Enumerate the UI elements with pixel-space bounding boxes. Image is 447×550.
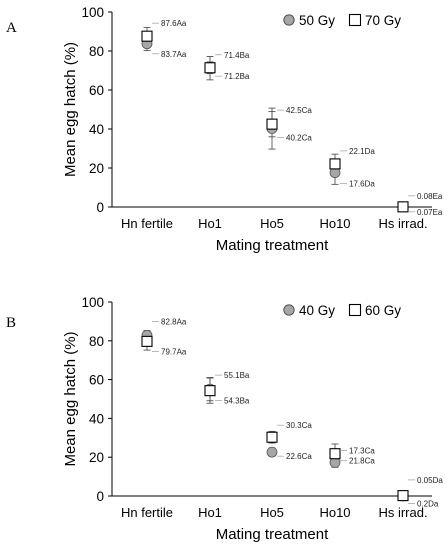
data-point-square [329, 448, 341, 460]
y-tick-label: 60 [89, 83, 104, 98]
legend-label: 60 Gy [365, 303, 401, 318]
x-tick-label: Ho1 [198, 505, 222, 520]
data-label: 42.5Ca [286, 106, 312, 115]
x-tick-label: Hn fertile [121, 505, 173, 520]
data-label: 71.2Ba [224, 72, 250, 81]
data-label: 71.4Ba [224, 51, 250, 60]
x-axis-title: Mating treatment [216, 237, 329, 254]
chart-panel-a: A 0 20 40 60 80 100 Hn fertile Ho1 Ho5 Ho10 Hs irra… [6, 5, 443, 254]
data-label: 83.7Aa [161, 50, 187, 59]
legend-label: 50 Gy [299, 13, 335, 28]
data-label: 17.3Ca [349, 446, 375, 455]
x-tick-label: Ho1 [198, 216, 222, 231]
data-label: 0.08Ea [417, 192, 443, 201]
y-tick-label: 40 [89, 122, 104, 137]
data-point-square [266, 431, 278, 443]
x-axis-title: Mating treatment [216, 526, 329, 543]
data-point-square [141, 30, 153, 42]
legend-square-marker [348, 13, 362, 27]
data-label: 87.6Aa [161, 19, 187, 28]
y-tick-label: 20 [89, 161, 104, 176]
legend: 50 Gy 70 Gy [283, 13, 401, 28]
y-tick-label: 100 [81, 295, 104, 310]
data-point-square [397, 490, 409, 502]
panel-letter: B [6, 315, 16, 331]
data-label: 54.3Ba [224, 397, 250, 406]
chart-panel-b: B 0 20 40 60 80 100 Hn fertile Ho1 Ho5 Ho10 Hs irra… [6, 295, 443, 543]
data-label: 0.07Ea [417, 208, 443, 217]
x-tick-label: Hs irrad. [378, 216, 427, 231]
data-point-square [329, 158, 341, 170]
y-tick-label: 60 [89, 373, 104, 388]
data-label: 82.8Aa [161, 317, 187, 326]
y-tick-label: 20 [89, 450, 104, 465]
data-label: 40.2Ca [286, 134, 312, 143]
x-tick-label: Ho5 [260, 216, 284, 231]
y-axis-title: Mean egg hatch (%) [62, 331, 79, 466]
x-tick-label: Ho10 [319, 216, 350, 231]
data-point-circle [266, 446, 278, 458]
y-tick-label: 0 [96, 489, 104, 504]
data-label: 0.2Da [417, 500, 439, 509]
data-label: 22.6Ca [286, 452, 312, 461]
data-point-square [141, 335, 153, 347]
legend-label: 40 Gy [299, 303, 335, 318]
data-label: 22.1Da [349, 147, 375, 156]
y-axis-title: Mean egg hatch (%) [62, 42, 79, 177]
data-point-square [204, 62, 216, 74]
x-tick-label: Hs irrad. [378, 505, 427, 520]
data-label: 0.05Da [417, 476, 443, 485]
legend-square-marker [348, 303, 362, 317]
x-tick-label: Hn fertile [121, 216, 173, 231]
legend-circle-marker [283, 304, 295, 316]
y-tick-label: 40 [89, 411, 104, 426]
legend-circle-marker [283, 14, 295, 26]
x-tick-label: Ho5 [260, 505, 284, 520]
data-point-square [397, 201, 409, 213]
y-tick-label: 80 [89, 334, 104, 349]
panel-letter: A [6, 20, 17, 36]
y-tick-label: 100 [81, 5, 104, 20]
data-label: 79.7Aa [161, 347, 187, 356]
y-tick-label: 0 [96, 200, 104, 215]
y-tick-label: 80 [89, 44, 104, 59]
legend-label: 70 Gy [365, 13, 401, 28]
legend: 40 Gy 60 Gy [283, 303, 401, 318]
data-point-square [266, 118, 278, 130]
data-label: 21.8Ca [349, 457, 375, 466]
data-label: 17.6Da [349, 180, 375, 189]
data-label: 30.3Ca [286, 421, 312, 430]
x-tick-label: Ho10 [319, 505, 350, 520]
data-label: 55.1Ba [224, 371, 250, 380]
data-point-square [204, 385, 216, 397]
